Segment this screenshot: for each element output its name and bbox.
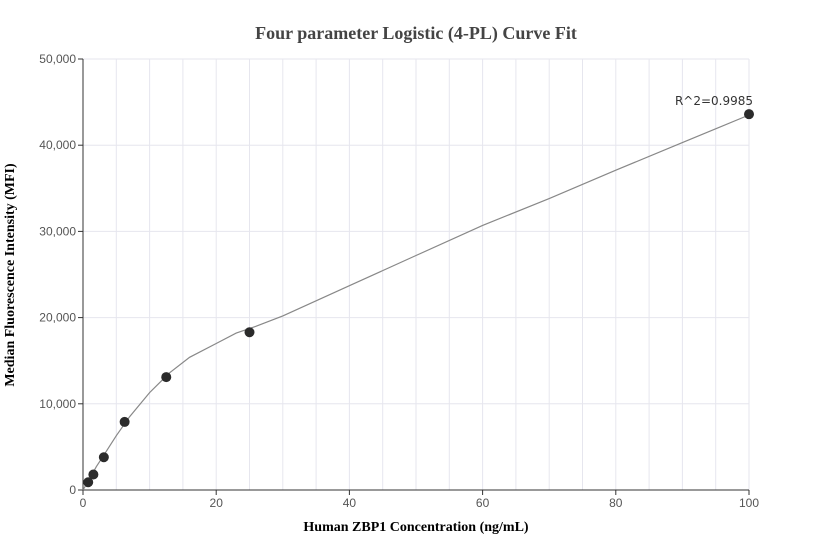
r-squared-annotation: R^2=0.9985	[675, 94, 753, 108]
data-point	[244, 327, 255, 338]
data-point	[88, 469, 99, 480]
x-tick-label: 40	[343, 496, 357, 510]
axes	[78, 58, 750, 495]
data-point	[161, 372, 172, 383]
y-tick-label: 50,000	[39, 52, 76, 66]
tick-labels: 0 20 40 60 80 100 0 10,000 20,000 30,000 40,000 50,…	[39, 52, 759, 510]
data-point	[119, 416, 130, 427]
x-axis-label: Human ZBP1 Concentration (ng/mL)	[303, 520, 529, 535]
annotations: R^2=0.9985	[675, 94, 753, 108]
x-tick-label: 80	[609, 496, 623, 510]
grid	[83, 58, 750, 490]
data-point	[98, 452, 109, 463]
data-points	[83, 109, 754, 488]
y-tick-label: 40,000	[39, 138, 76, 152]
chart-title: Four parameter Logistic (4-PL) Curve Fit	[255, 23, 577, 44]
y-tick-label: 0	[69, 483, 76, 497]
y-tick-label: 10,000	[39, 397, 76, 411]
x-tick-label: 0	[80, 496, 87, 510]
y-tick-label: 30,000	[39, 224, 76, 238]
y-tick-label: 20,000	[39, 311, 76, 325]
y-axis-label: Median Fluorescence Intensity (MFI)	[3, 163, 18, 387]
data-point	[83, 477, 94, 488]
x-tick-label: 60	[476, 496, 490, 510]
data-point	[744, 109, 754, 120]
x-tick-label: 100	[739, 496, 759, 510]
x-tick-label: 20	[210, 496, 224, 510]
